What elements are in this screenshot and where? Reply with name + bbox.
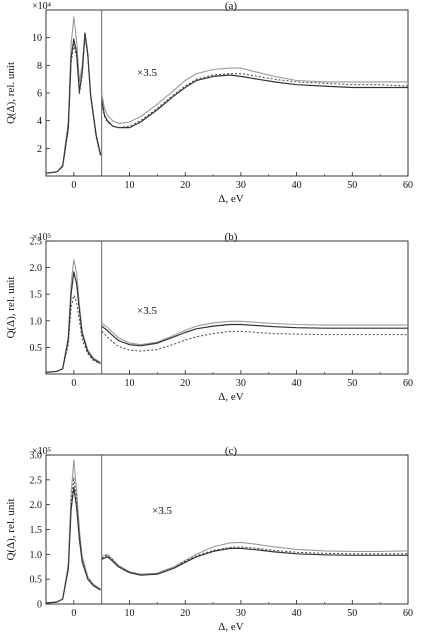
- series-dark-solid-tail: [101, 74, 408, 129]
- series-dotted-tail: [101, 73, 409, 129]
- series-dark-solid-peak: [45, 32, 102, 174]
- x-axis-label: Δ, eV: [218, 621, 243, 633]
- x-tick-label: 30: [236, 378, 246, 389]
- plot-frame: [45, 240, 409, 375]
- y-tick-label: 10: [32, 33, 42, 44]
- y-tick-label: 1.0: [30, 316, 43, 327]
- series-dotted-tail: [101, 546, 408, 576]
- x-tick-label: 50: [347, 608, 357, 619]
- plot-frame: [45, 454, 409, 605]
- series-gray-solid-tail: [101, 67, 408, 124]
- series-dotted-peak: [45, 294, 101, 373]
- y-tick-label: 0.5: [30, 575, 43, 586]
- series-gray-solid-peak: [45, 459, 101, 604]
- x-tick-label: 60: [403, 180, 413, 191]
- y-tick-label: 1.5: [30, 290, 43, 301]
- y-tick-label: 6: [37, 89, 42, 100]
- x-tick-label: 10: [125, 378, 135, 389]
- x-axis-label: Δ, eV: [218, 391, 243, 403]
- x-tick-label: 40: [292, 608, 302, 619]
- scale-annotation: ×3.5: [137, 305, 157, 317]
- scale-annotation: ×3.5: [137, 67, 157, 79]
- chart-panel-a: 0 10 20 30 40 50 60 2 4 6 8 10 ×10⁴ (a) Δ, eV Q(Δ), rel…: [5, 0, 413, 205]
- x-tick-label: 40: [292, 180, 302, 191]
- series-gray-solid-tail: [101, 541, 409, 575]
- scale-annotation: ×3.5: [152, 505, 172, 517]
- x-tick-label: 10: [125, 608, 135, 619]
- y-tick-label: 0: [37, 600, 42, 611]
- y-multiplier: ×10⁵: [32, 232, 51, 243]
- y-axis-label: Q(Δ), rel. unit: [5, 498, 17, 560]
- x-axis-label: Δ, eV: [218, 193, 243, 205]
- series-dark-solid-tail: [101, 547, 408, 576]
- y-tick-label: 4: [37, 116, 42, 127]
- y-tick-label: 2.0: [30, 500, 43, 511]
- series-dark-solid-tail: [101, 323, 408, 347]
- series-dotted-tail: [101, 330, 408, 352]
- x-tick-label: 50: [347, 180, 357, 191]
- y-multiplier: ×10⁵: [32, 446, 51, 457]
- y-tick-label: 1.0: [30, 550, 43, 561]
- x-tick-label: 30: [236, 608, 246, 619]
- x-tick-label: 50: [347, 378, 357, 389]
- y-tick-label: 1.5: [30, 525, 43, 536]
- series-dark-solid-peak: [45, 486, 101, 604]
- chart-panel-b: 0 10 20 30 40 50 60 0.5 1.0 1.5 2.0 2.5×10⁵ (b) Δ, eV…: [5, 231, 413, 403]
- y-tick-label: 2: [37, 144, 42, 155]
- y-tick-label: 3.0: [30, 451, 43, 462]
- x-tick-label: 40: [292, 378, 302, 389]
- chart-panel-c: 0 10 20 30 40 50 60 0 0.5 1.0 1.5 2.0 2.5 3.0×10⁵ (c) Δ…: [5, 445, 413, 633]
- panel-label: (c): [225, 445, 238, 457]
- series-gray-solid-tail: [101, 320, 408, 346]
- panel-label: (a): [225, 0, 238, 12]
- y-multiplier: ×10⁴: [32, 1, 52, 12]
- x-tick-label: 60: [403, 378, 413, 389]
- y-tick-label: 2.5: [30, 475, 43, 486]
- y-tick-label: 0.5: [30, 343, 43, 354]
- x-tick-label: 20: [180, 180, 190, 191]
- series-dotted-peak: [45, 476, 101, 604]
- y-tick-label: 2.5: [30, 237, 43, 248]
- y-tick-label: 8: [37, 61, 42, 72]
- panel-label: (b): [225, 231, 238, 243]
- x-tick-label: 0: [71, 180, 76, 191]
- x-tick-label: 0: [71, 378, 76, 389]
- x-tick-label: 20: [180, 608, 190, 619]
- y-axis-label: Q(Δ), rel. unit: [5, 62, 17, 124]
- x-tick-label: 0: [71, 608, 76, 619]
- y-tick-label: 2.0: [30, 263, 43, 274]
- series-dotted-peak: [45, 35, 102, 174]
- x-tick-label: 20: [180, 378, 190, 389]
- x-tick-label: 10: [125, 180, 135, 191]
- series-dark-solid-peak: [45, 271, 101, 373]
- x-tick-label: 30: [236, 180, 246, 191]
- y-axis-label: Q(Δ), rel. unit: [5, 276, 17, 338]
- x-tick-label: 60: [403, 608, 413, 619]
